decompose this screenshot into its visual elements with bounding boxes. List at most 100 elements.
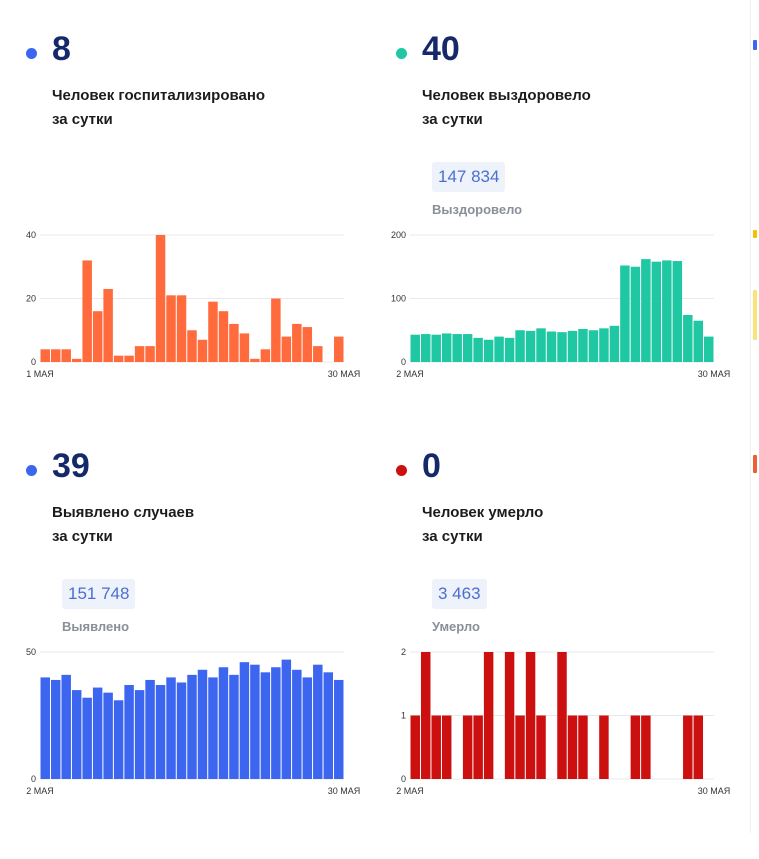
bar: [462, 334, 473, 362]
deaths-value: 0: [422, 447, 441, 485]
bar: [557, 332, 567, 362]
y-tick-label: 0: [401, 774, 406, 784]
clipped-orange-mark: [753, 455, 757, 473]
bar: [313, 664, 323, 779]
card-deaths: 0 Человек умерло за сутки 3 463 Умерло 0…: [396, 449, 736, 859]
bar: [323, 672, 334, 779]
hospitalized-label-line2: за сутки: [52, 111, 113, 128]
x-axis-start-label: 2 МАЯ: [26, 786, 54, 796]
bar: [452, 334, 462, 362]
recovered-value: 40: [422, 30, 460, 68]
cases-label-line1: Выявлено случаев: [52, 504, 195, 521]
bar: [515, 715, 525, 779]
recovered-total-label: Выздоровело: [432, 202, 523, 217]
y-tick-label: 40: [26, 230, 36, 240]
bar: [641, 259, 651, 362]
bar: [145, 346, 155, 362]
hospitalized-chart: 0 20 40 1 МАЯ 30 МАЯ: [26, 230, 360, 379]
cases-total-label: Выявлено: [62, 619, 130, 634]
bar: [124, 685, 134, 779]
cases-label-line2: за сутки: [52, 528, 113, 545]
bar: [410, 715, 420, 779]
bar: [50, 679, 61, 779]
bar: [50, 349, 61, 362]
bar: [546, 331, 557, 362]
deaths-total: 3 463: [432, 579, 487, 609]
bar: [40, 677, 50, 779]
bar: [176, 295, 187, 362]
bar: [302, 327, 313, 362]
y-tick-label: 0: [31, 774, 36, 784]
bar: [197, 669, 208, 779]
bar: [567, 330, 578, 362]
recovered-label-line2: за сутки: [422, 111, 483, 128]
bar: [578, 328, 588, 362]
bar: [515, 330, 525, 362]
bar: [557, 652, 567, 779]
bar: [208, 677, 218, 779]
bar: [155, 685, 166, 779]
bar: [662, 260, 672, 362]
y-tick-label: 0: [31, 357, 36, 367]
bar: [302, 677, 313, 779]
bar: [71, 358, 82, 362]
hospitalized-value: 8: [52, 30, 71, 68]
bar: [504, 337, 515, 362]
bar: [483, 339, 494, 362]
bar: [134, 346, 145, 362]
cases-label: Выявлено случаев за сутки: [52, 501, 352, 549]
recovered-label: Человек выздоровело за сутки: [422, 84, 722, 132]
bar: [92, 311, 103, 362]
bar: [599, 328, 609, 362]
bar: [271, 298, 281, 362]
bar: [61, 674, 71, 779]
bar: [431, 334, 441, 362]
clipped-yellow-mark: [753, 290, 757, 340]
deaths-label-line2: за сутки: [422, 528, 483, 545]
bar: [609, 325, 620, 362]
y-tick-label: 2: [401, 647, 406, 657]
bar: [187, 330, 197, 362]
hospitalized-label-line1: Человек госпитализировано: [52, 87, 266, 104]
bar: [82, 697, 92, 779]
bar: [494, 336, 504, 362]
recovered-chart: 0 100 200 2 МАЯ 30 МАЯ: [391, 230, 731, 379]
clipped-blue-mark: [753, 40, 757, 50]
bar: [197, 339, 208, 362]
hospitalized-label: Человек госпитализировано за сутки: [52, 84, 352, 132]
bar: [239, 333, 250, 362]
bar: [260, 349, 271, 362]
x-axis-end-label: 30 МАЯ: [698, 369, 731, 379]
bar: [166, 295, 176, 362]
x-axis-start-label: 2 МАЯ: [396, 369, 424, 379]
bar: [145, 679, 155, 779]
bar: [431, 715, 441, 779]
bar: [441, 333, 452, 362]
clipped-next-column: [750, 0, 759, 833]
card-cases: 39 Выявлено случаев за сутки 151 748 Выя…: [26, 449, 366, 859]
bar: [187, 674, 197, 779]
bar: [313, 346, 323, 362]
bar: [441, 715, 452, 779]
bar: [420, 652, 431, 779]
bar: [672, 261, 683, 362]
bar: [630, 715, 641, 779]
bar: [525, 652, 536, 779]
recovered-total: 147 834: [432, 162, 506, 192]
bar: [620, 265, 630, 362]
bar: [462, 715, 473, 779]
bar: [155, 235, 166, 362]
bar: [334, 336, 344, 362]
x-axis-start-label: 2 МАЯ: [396, 786, 424, 796]
y-tick-label: 0: [401, 357, 406, 367]
bar: [599, 715, 609, 779]
clipped-yellow-mark: [753, 230, 757, 238]
bar: [113, 355, 124, 362]
bar: [504, 652, 515, 779]
bar: [166, 677, 176, 779]
bar: [704, 336, 714, 362]
y-tick-label: 100: [391, 294, 406, 304]
bar: [420, 334, 431, 362]
bar: [176, 682, 187, 779]
bar: [693, 320, 704, 362]
